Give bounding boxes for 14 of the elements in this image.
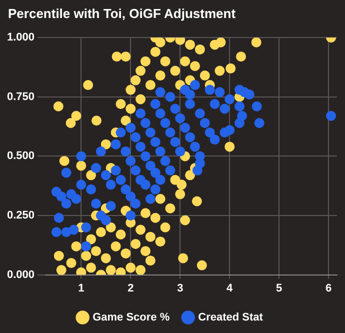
x-tick-label: 3 — [177, 282, 184, 294]
y-tick-label: 1.000 — [6, 32, 35, 44]
x-tick-label: 1 — [78, 282, 84, 294]
x-tick-label: 5 — [276, 282, 282, 294]
y-tick-label: 0.750 — [6, 90, 35, 103]
y-tick-label: 0.250 — [6, 210, 35, 222]
x-tick-label: 6 — [326, 282, 332, 294]
legend-label: Game Score % — [92, 312, 170, 324]
x-tick-label: 4 — [226, 282, 234, 294]
y-tick-label: 0.500 — [6, 150, 35, 162]
legend-label: Created Stat — [198, 312, 264, 324]
x-tick-label: 2 — [128, 282, 134, 294]
y-tick-label: 0.000 — [6, 268, 35, 281]
chart-title: Percentile with Toi, OiGF Adjustment — [8, 6, 236, 21]
